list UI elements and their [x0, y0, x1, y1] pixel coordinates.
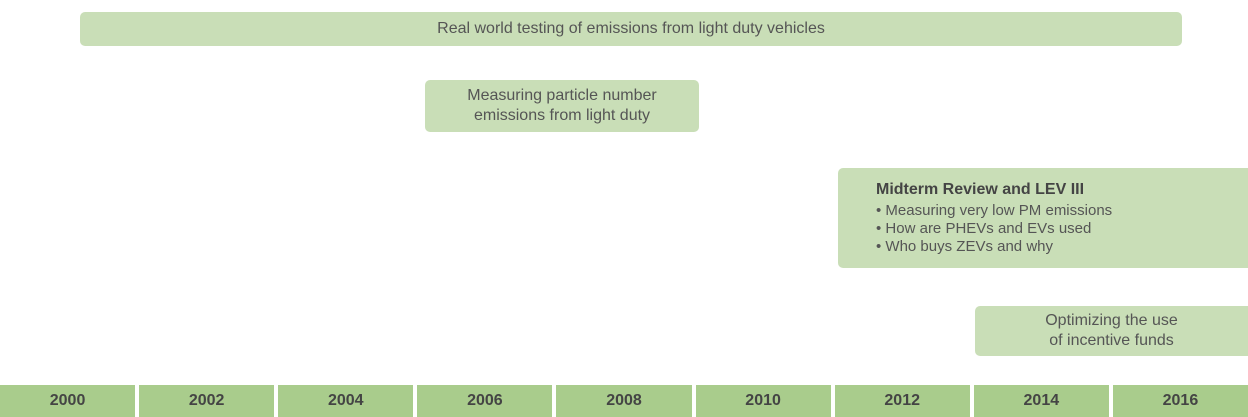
year-cell: 2002	[139, 385, 275, 417]
bar-text: emissions from light duty	[473, 107, 651, 124]
bar-text: Measuring particle number	[467, 87, 657, 104]
bullet: How are PHEVs and EVs used	[876, 220, 1248, 238]
year-cell: 2006	[417, 385, 553, 417]
bar: Optimizing the use of incentive funds	[975, 306, 1248, 356]
year-cell: 2014	[973, 385, 1109, 417]
year-cell: 2008	[556, 385, 692, 417]
bar-text: Real world testing of emissions from lig…	[437, 20, 825, 37]
bar: Midterm Review and LEV III Measuring ver…	[838, 168, 1248, 268]
year-cell: 2004	[278, 385, 414, 417]
bar-text: of incentive funds	[1049, 332, 1174, 349]
year-cell: 2000	[0, 385, 136, 417]
bar-title: Midterm Review and LEV III	[876, 181, 1085, 198]
bar: Real world testing of emissions from lig…	[80, 12, 1182, 46]
bar-text: Optimizing the use	[1045, 312, 1178, 329]
year-cell: 2012	[834, 385, 970, 417]
bullet: Measuring very low PM emissions	[876, 202, 1248, 220]
year-cell: 2010	[695, 385, 831, 417]
year-axis: 2000 2002 2004 2006 2008 2010 2012 2014 2016	[0, 385, 1248, 417]
bar: Measuring particle number emissions from…	[425, 80, 699, 132]
year-cell: 2016	[1112, 385, 1248, 417]
bullet: Who buys ZEVs and why	[876, 238, 1248, 256]
